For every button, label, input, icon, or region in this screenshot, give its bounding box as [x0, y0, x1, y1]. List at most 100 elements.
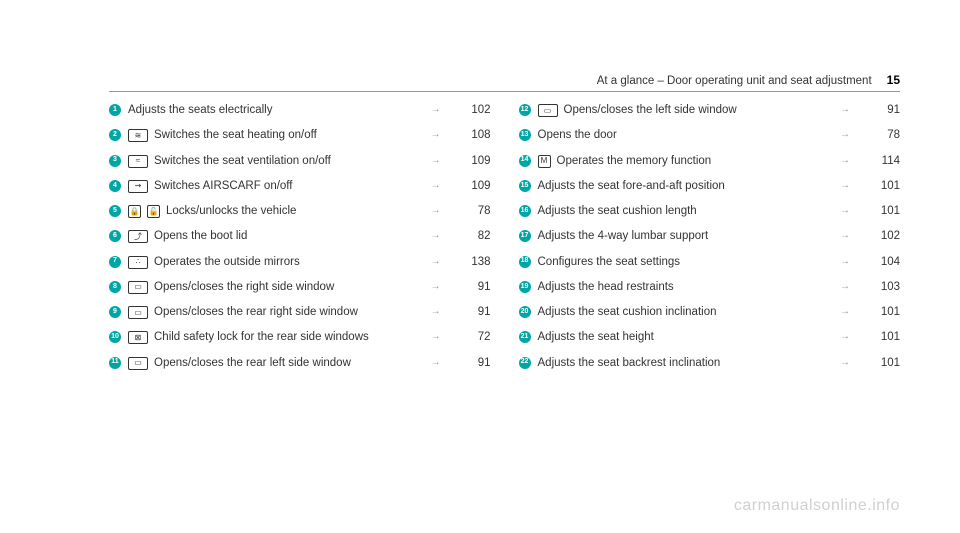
- arrow-icon: →: [421, 254, 451, 269]
- item-content: Adjusts the head restraints→103: [538, 279, 901, 296]
- item-text: Configures the seat settings: [538, 254, 831, 271]
- item-content: Opens the door→78: [538, 127, 901, 144]
- list-item: 21 Adjusts the seat height →101: [519, 329, 901, 346]
- item-text: Adjusts the seat cushion inclination: [538, 304, 831, 321]
- list-item: 14MOperates the memory function→114: [519, 153, 901, 170]
- arrow-icon: →: [421, 228, 451, 243]
- list-item: 17Adjusts the 4-way lumbar support→102: [519, 228, 901, 245]
- arrow-icon: →: [830, 355, 860, 370]
- page-header: At a glance – Door operating unit and se…: [109, 73, 900, 92]
- item-label: Adjusts the seat cushion length: [538, 203, 697, 220]
- arrow-icon: →: [830, 178, 860, 193]
- boot-icon: ⤴: [128, 230, 148, 243]
- page-reference: 103: [860, 279, 900, 296]
- item-marker: 13: [519, 129, 531, 141]
- arrow-icon: →: [830, 304, 860, 319]
- item-text: Adjusts the seat cushion length: [538, 203, 831, 220]
- list-item: 15 Adjusts the seat fore-and-aft position…: [519, 178, 901, 195]
- page-reference: 91: [860, 102, 900, 119]
- page-reference: 91: [451, 355, 491, 372]
- item-marker: 3: [109, 155, 121, 167]
- item-content: ∴Operates the outside mirrors→138: [128, 254, 491, 271]
- item-label: Opens/closes the rear right side window: [154, 304, 358, 321]
- list-item: 1Adjusts the seats electrically→102: [109, 102, 491, 119]
- page-reference: 138: [451, 254, 491, 271]
- item-text: ▭Opens/closes the left side window: [538, 102, 831, 119]
- item-marker: 11: [109, 357, 121, 369]
- item-label: Operates the memory function: [557, 153, 712, 170]
- item-content: Adjusts the seat height →101: [538, 329, 901, 346]
- window-icon: ▭: [128, 281, 148, 294]
- item-label: Adjusts the head restraints: [538, 279, 674, 296]
- item-content: Adjusts the seat backrest inclination→10…: [538, 355, 901, 372]
- item-marker: 9: [109, 306, 121, 318]
- arrow-icon: →: [830, 127, 860, 142]
- page-number: 15: [887, 73, 900, 87]
- item-content: ▭Opens/closes the left side window→91: [538, 102, 901, 119]
- list-item: 8 ▭Opens/closes the right side window→91: [109, 279, 491, 296]
- item-marker: 1: [109, 104, 121, 116]
- list-item: 2≋Switches the seat heating on/off→108: [109, 127, 491, 144]
- list-item: 20Adjusts the seat cushion inclination→1…: [519, 304, 901, 321]
- arrow-icon: →: [421, 279, 451, 294]
- list-item: 9▭Opens/closes the rear right side windo…: [109, 304, 491, 321]
- list-item: 16Adjusts the seat cushion length→101: [519, 203, 901, 220]
- list-item: 3≈Switches the seat ventilation on/off→1…: [109, 153, 491, 170]
- item-text: MOperates the memory function: [538, 153, 831, 170]
- item-label: Opens/closes the rear left side window: [154, 355, 351, 372]
- item-content: Adjusts the seat fore-and-aft position→1…: [538, 178, 901, 195]
- page-reference: 109: [451, 153, 491, 170]
- left-column: 1Adjusts the seats electrically→1022≋Swi…: [109, 102, 491, 380]
- item-text: Adjusts the seat fore-and-aft position: [538, 178, 831, 195]
- heat-icon: ≋: [128, 129, 148, 142]
- page-reference: 101: [860, 329, 900, 346]
- item-text: Adjusts the seat backrest inclination: [538, 355, 831, 372]
- arrow-icon: →: [421, 102, 451, 117]
- list-item: 4⇝Switches AIRSCARF on/off→109: [109, 178, 491, 195]
- right-column: 12▭Opens/closes the left side window→91 1…: [519, 102, 901, 380]
- item-text: Adjusts the 4-way lumbar support: [538, 228, 831, 245]
- item-text: 🔒🔓Locks/unlocks the vehicle: [128, 203, 421, 220]
- lock-icon: 🔒: [128, 205, 141, 218]
- list-item: 5🔒🔓Locks/unlocks the vehicle→78: [109, 203, 491, 220]
- vent-icon: ≈: [128, 155, 148, 168]
- list-item: 12▭Opens/closes the left side window→91: [519, 102, 901, 119]
- item-label: Adjusts the seat cushion inclination: [538, 304, 717, 321]
- item-content: MOperates the memory function→114: [538, 153, 901, 170]
- item-label: Adjusts the seat height: [538, 329, 654, 346]
- list-item: 13 Opens the door→78: [519, 127, 901, 144]
- item-marker: 14: [519, 155, 531, 167]
- item-text: Adjusts the seats electrically: [128, 102, 421, 119]
- item-content: ⇝Switches AIRSCARF on/off→109: [128, 178, 491, 195]
- arrow-icon: →: [830, 153, 860, 168]
- item-content: 🔒🔓Locks/unlocks the vehicle→78: [128, 203, 491, 220]
- item-text: ▭Opens/closes the right side window: [128, 279, 421, 296]
- unlock-icon: 🔓: [147, 205, 160, 218]
- list-item: 6⤴Opens the boot lid→82: [109, 228, 491, 245]
- window-icon: ▭: [128, 357, 148, 370]
- item-marker: 22: [519, 357, 531, 369]
- item-content: Adjusts the 4-way lumbar support→102: [538, 228, 901, 245]
- item-marker: 19: [519, 281, 531, 293]
- list-item: 7∴Operates the outside mirrors→138: [109, 254, 491, 271]
- list-item: 10⊠Child safety lock for the rear side w…: [109, 329, 491, 346]
- item-text: ≋Switches the seat heating on/off: [128, 127, 421, 144]
- list-item: 11 ▭ Opens/closes the rear left side windo…: [109, 355, 491, 372]
- childlock-icon: ⊠: [128, 331, 148, 344]
- item-label: Opens/closes the left side window: [564, 102, 737, 119]
- item-label: Adjusts the seat backrest inclination: [538, 355, 721, 372]
- item-text: ⇝Switches AIRSCARF on/off: [128, 178, 421, 195]
- item-marker: 21: [519, 331, 531, 343]
- item-marker: 8: [109, 281, 121, 293]
- item-content: ▭Opens/closes the right side window→91: [128, 279, 491, 296]
- page-reference: 78: [860, 127, 900, 144]
- item-marker: 2: [109, 129, 121, 141]
- item-marker: 10: [109, 331, 121, 343]
- list-item: 19 Adjusts the head restraints→103: [519, 279, 901, 296]
- arrow-icon: →: [830, 254, 860, 269]
- item-text: ⤴Opens the boot lid: [128, 228, 421, 245]
- page-reference: 109: [451, 178, 491, 195]
- item-text: Opens the door: [538, 127, 831, 144]
- item-marker: 15: [519, 180, 531, 192]
- arrow-icon: →: [830, 329, 860, 344]
